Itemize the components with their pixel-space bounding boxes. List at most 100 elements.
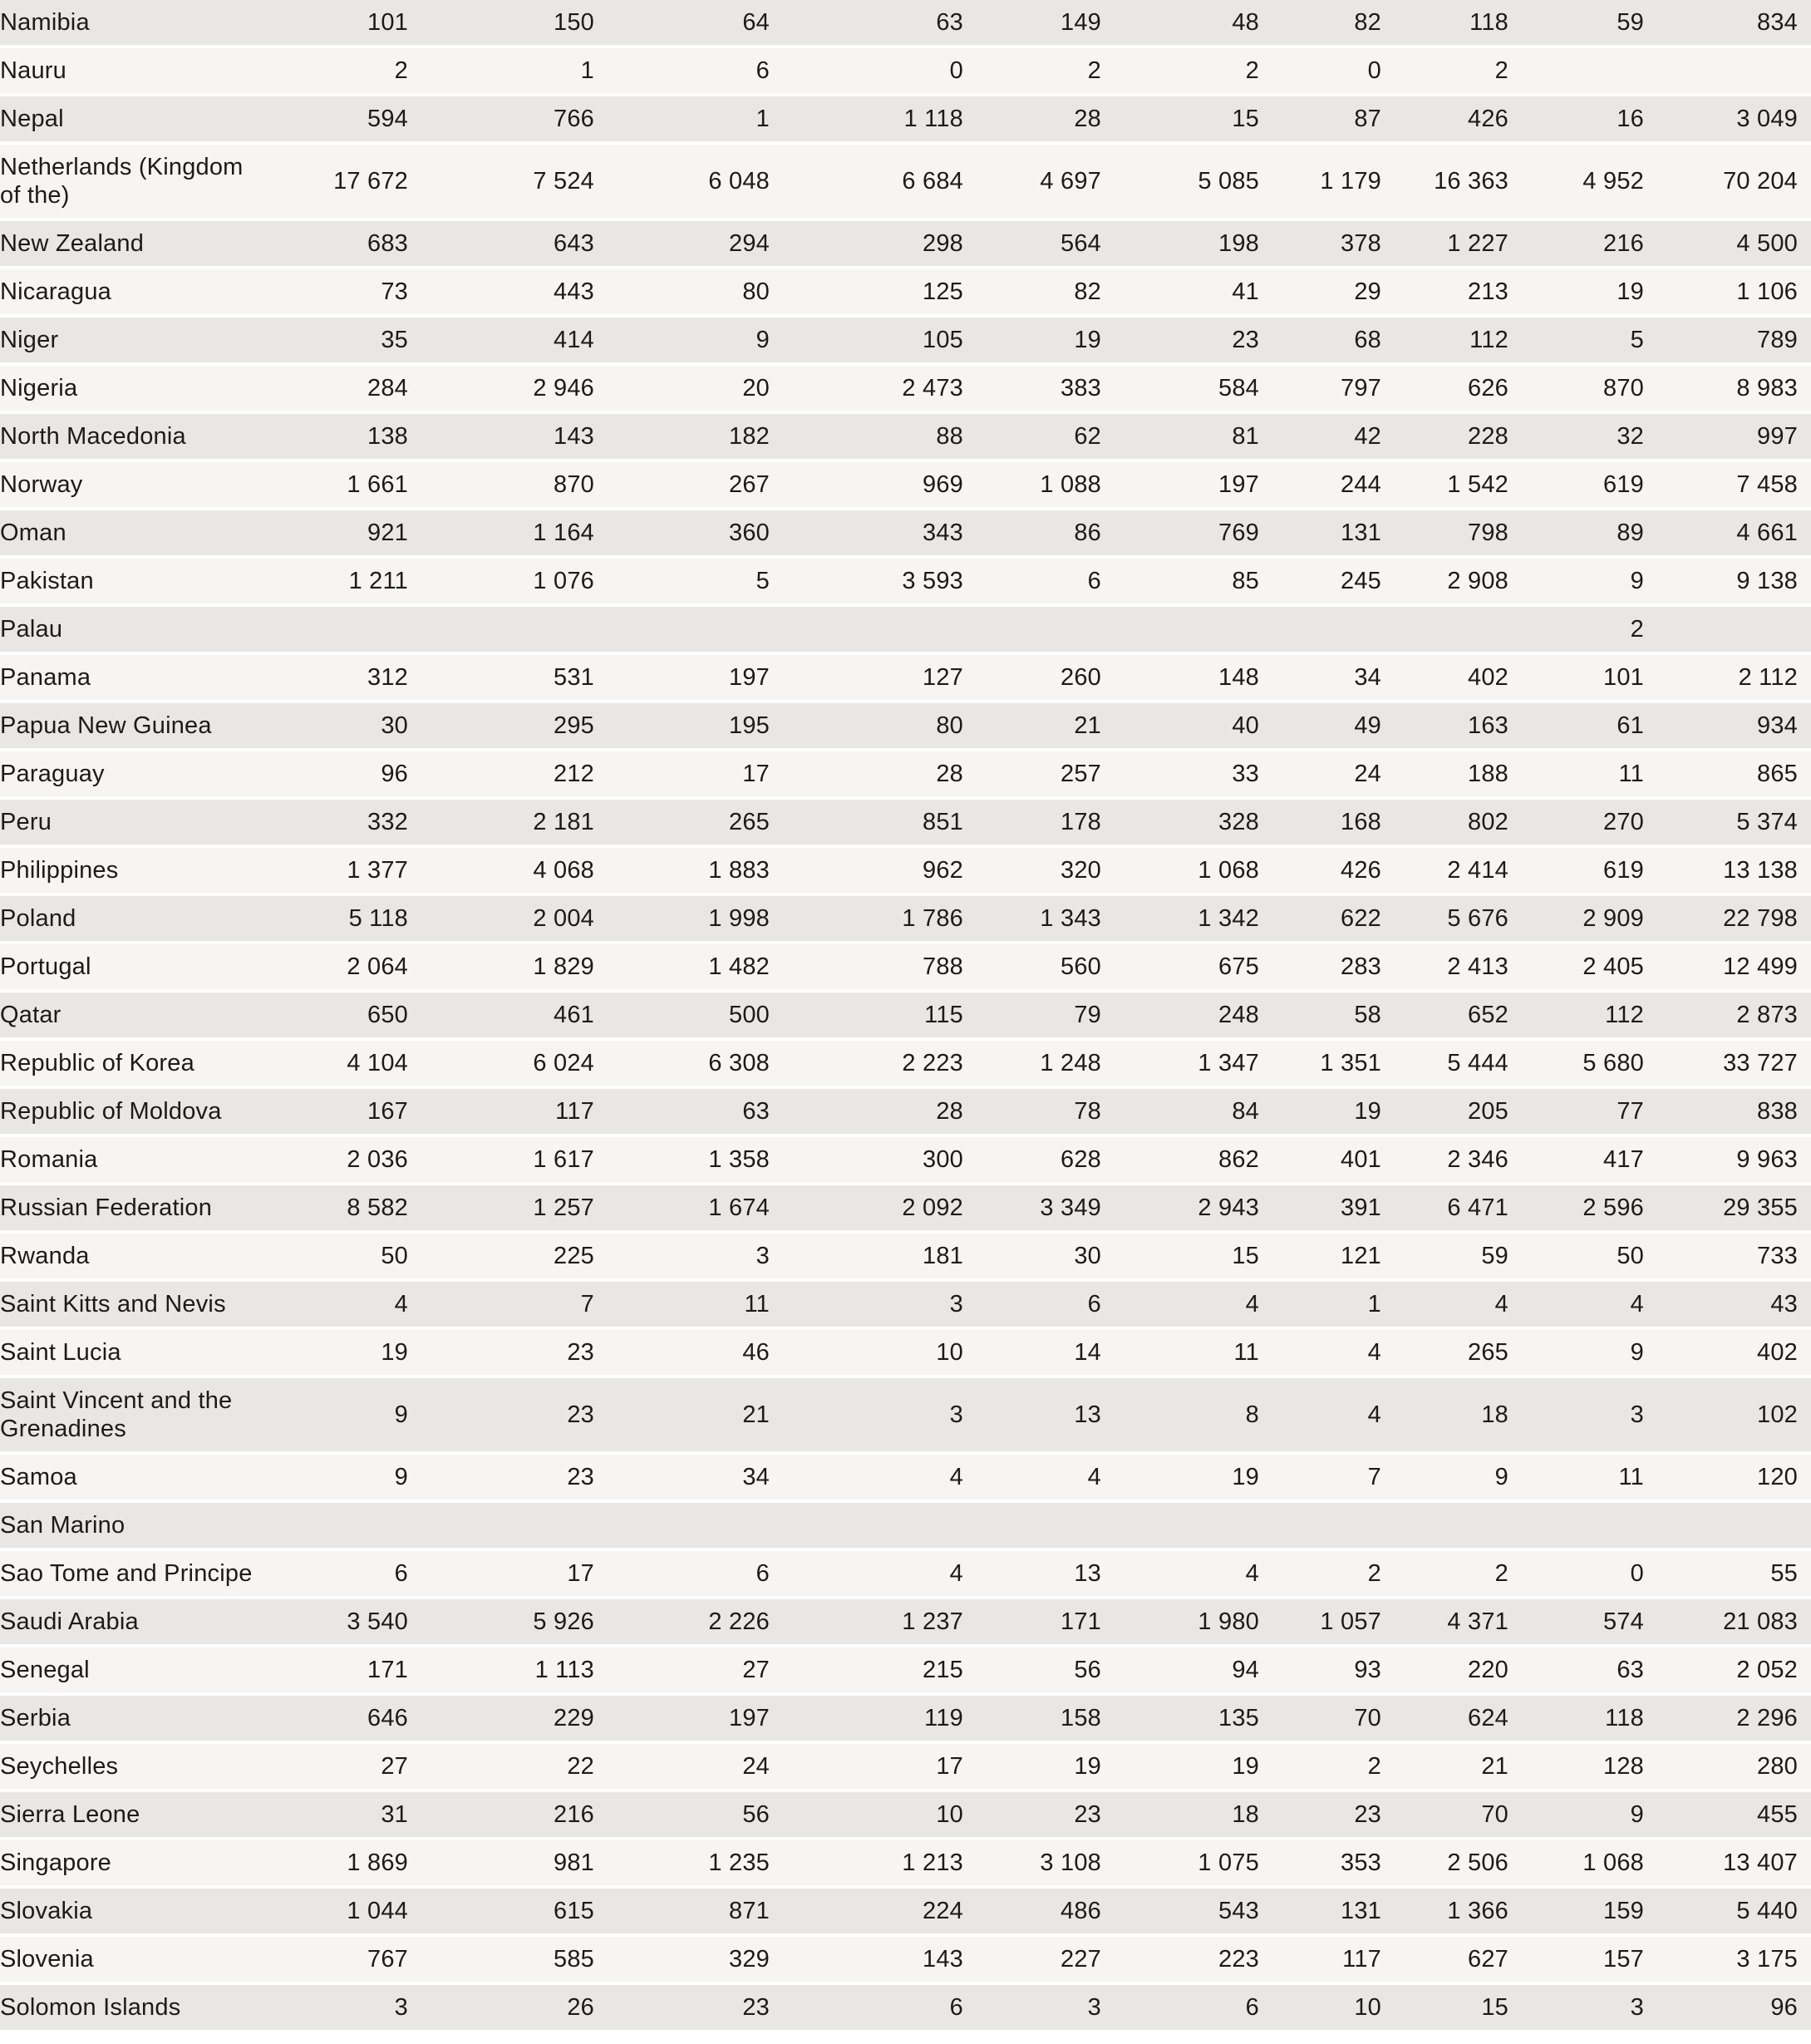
value-cell: 3 049	[1644, 96, 1811, 145]
value-cell	[299, 607, 408, 655]
value-cell: 0	[770, 48, 963, 96]
value-cell: 80	[770, 703, 963, 751]
value-cell: 171	[299, 1648, 408, 1696]
value-cell: 10	[770, 1792, 963, 1840]
value-cell: 1 869	[299, 1840, 408, 1889]
value-cell: 19	[1508, 269, 1644, 318]
value-cell: 35	[299, 318, 408, 366]
value-cell: 19	[1259, 1089, 1381, 1137]
value-cell: 64	[594, 0, 770, 48]
value-cell: 628	[963, 1137, 1101, 1185]
value-cell: 50	[1508, 1234, 1644, 1282]
value-cell: 615	[408, 1889, 594, 1937]
country-cell: Poland	[0, 896, 299, 944]
country-cell: Solomon Islands	[0, 1985, 299, 2033]
value-cell: 870	[1508, 366, 1644, 414]
value-cell: 40	[1101, 703, 1259, 751]
value-cell: 63	[1508, 1648, 1644, 1696]
value-cell: 584	[1101, 366, 1259, 414]
value-cell: 50	[299, 1234, 408, 1282]
country-cell: Russian Federation	[0, 1185, 299, 1234]
value-cell: 981	[408, 1840, 594, 1889]
value-cell: 3	[299, 1985, 408, 2033]
value-cell: 0	[1508, 1551, 1644, 1599]
value-cell: 77	[1508, 1089, 1644, 1137]
value-cell: 1 786	[770, 896, 963, 944]
value-cell: 81	[1101, 414, 1259, 462]
value-cell: 68	[1259, 318, 1381, 366]
value-cell: 22	[408, 1744, 594, 1792]
value-cell: 6	[963, 1282, 1101, 1330]
value-cell: 3 108	[963, 1840, 1101, 1889]
value-cell: 624	[1381, 1696, 1508, 1744]
value-cell: 1 237	[770, 1599, 963, 1648]
value-cell: 585	[408, 1937, 594, 1985]
value-cell: 9	[1508, 1792, 1644, 1840]
value-cell: 2	[1508, 607, 1644, 655]
value-cell: 70	[1259, 1696, 1381, 1744]
value-cell: 2	[963, 48, 1101, 96]
country-cell: Romania	[0, 1137, 299, 1185]
value-cell: 402	[1644, 1330, 1811, 1378]
value-cell	[594, 607, 770, 655]
value-cell	[594, 1503, 770, 1551]
value-cell: 138	[299, 414, 408, 462]
value-cell: 3	[1508, 1985, 1644, 2033]
value-cell: 1 661	[299, 462, 408, 510]
value-cell: 4	[770, 1455, 963, 1503]
country-cell: Paraguay	[0, 751, 299, 800]
value-cell: 6 048	[594, 145, 770, 221]
value-cell: 2 946	[408, 366, 594, 414]
value-cell: 1 351	[1259, 1041, 1381, 1089]
value-cell: 10	[770, 1330, 963, 1378]
value-cell: 5 926	[408, 1599, 594, 1648]
value-cell: 167	[299, 1089, 408, 1137]
value-cell: 93	[1259, 1648, 1381, 1696]
value-cell: 7 524	[408, 145, 594, 221]
value-cell: 5 680	[1508, 1041, 1644, 1089]
country-cell: Netherlands (Kingdom of the)	[0, 145, 299, 221]
value-cell: 4 952	[1508, 145, 1644, 221]
value-cell: 171	[963, 1599, 1101, 1648]
value-cell: 198	[1101, 221, 1259, 269]
value-cell: 73	[299, 269, 408, 318]
country-cell: New Zealand	[0, 221, 299, 269]
value-cell: 31	[299, 1792, 408, 1840]
value-cell: 675	[1101, 944, 1259, 992]
country-cell: Republic of Moldova	[0, 1089, 299, 1137]
value-cell: 13	[963, 1378, 1101, 1455]
value-cell: 245	[1259, 559, 1381, 607]
value-cell: 48	[1101, 0, 1259, 48]
table-row: Slovakia 1 044 615 871 224 486 543 131 1 366 159 5…	[0, 1889, 1811, 1937]
value-cell: 1 068	[1508, 1840, 1644, 1889]
value-cell: 9	[1381, 1455, 1508, 1503]
value-cell	[1644, 48, 1811, 96]
value-cell: 163	[1381, 703, 1508, 751]
value-cell: 13 138	[1644, 848, 1811, 896]
value-cell: 5 374	[1644, 800, 1811, 848]
value-cell: 2 181	[408, 800, 594, 848]
value-cell: 7	[1259, 1455, 1381, 1503]
country-cell: Niger	[0, 318, 299, 366]
value-cell: 3 349	[963, 1185, 1101, 1234]
value-cell: 5 085	[1101, 145, 1259, 221]
value-cell: 56	[594, 1792, 770, 1840]
value-cell: 652	[1381, 992, 1508, 1041]
value-cell: 63	[770, 0, 963, 48]
value-cell	[1644, 1503, 1811, 1551]
country-cell: Singapore	[0, 1840, 299, 1889]
value-cell: 802	[1381, 800, 1508, 848]
value-cell: 683	[299, 221, 408, 269]
value-cell: 19	[1101, 1744, 1259, 1792]
value-cell: 1 358	[594, 1137, 770, 1185]
value-cell: 11	[1101, 1330, 1259, 1378]
table-row: Seychelles 27 22 24 17 19 19 2 21 128 280	[0, 1744, 1811, 1792]
value-cell: 34	[594, 1455, 770, 1503]
value-cell: 15	[1101, 1234, 1259, 1282]
country-cell: Oman	[0, 510, 299, 559]
value-cell: 23	[1101, 318, 1259, 366]
value-cell: 320	[963, 848, 1101, 896]
value-cell: 28	[770, 751, 963, 800]
country-cell: Saudi Arabia	[0, 1599, 299, 1648]
value-cell: 188	[1381, 751, 1508, 800]
